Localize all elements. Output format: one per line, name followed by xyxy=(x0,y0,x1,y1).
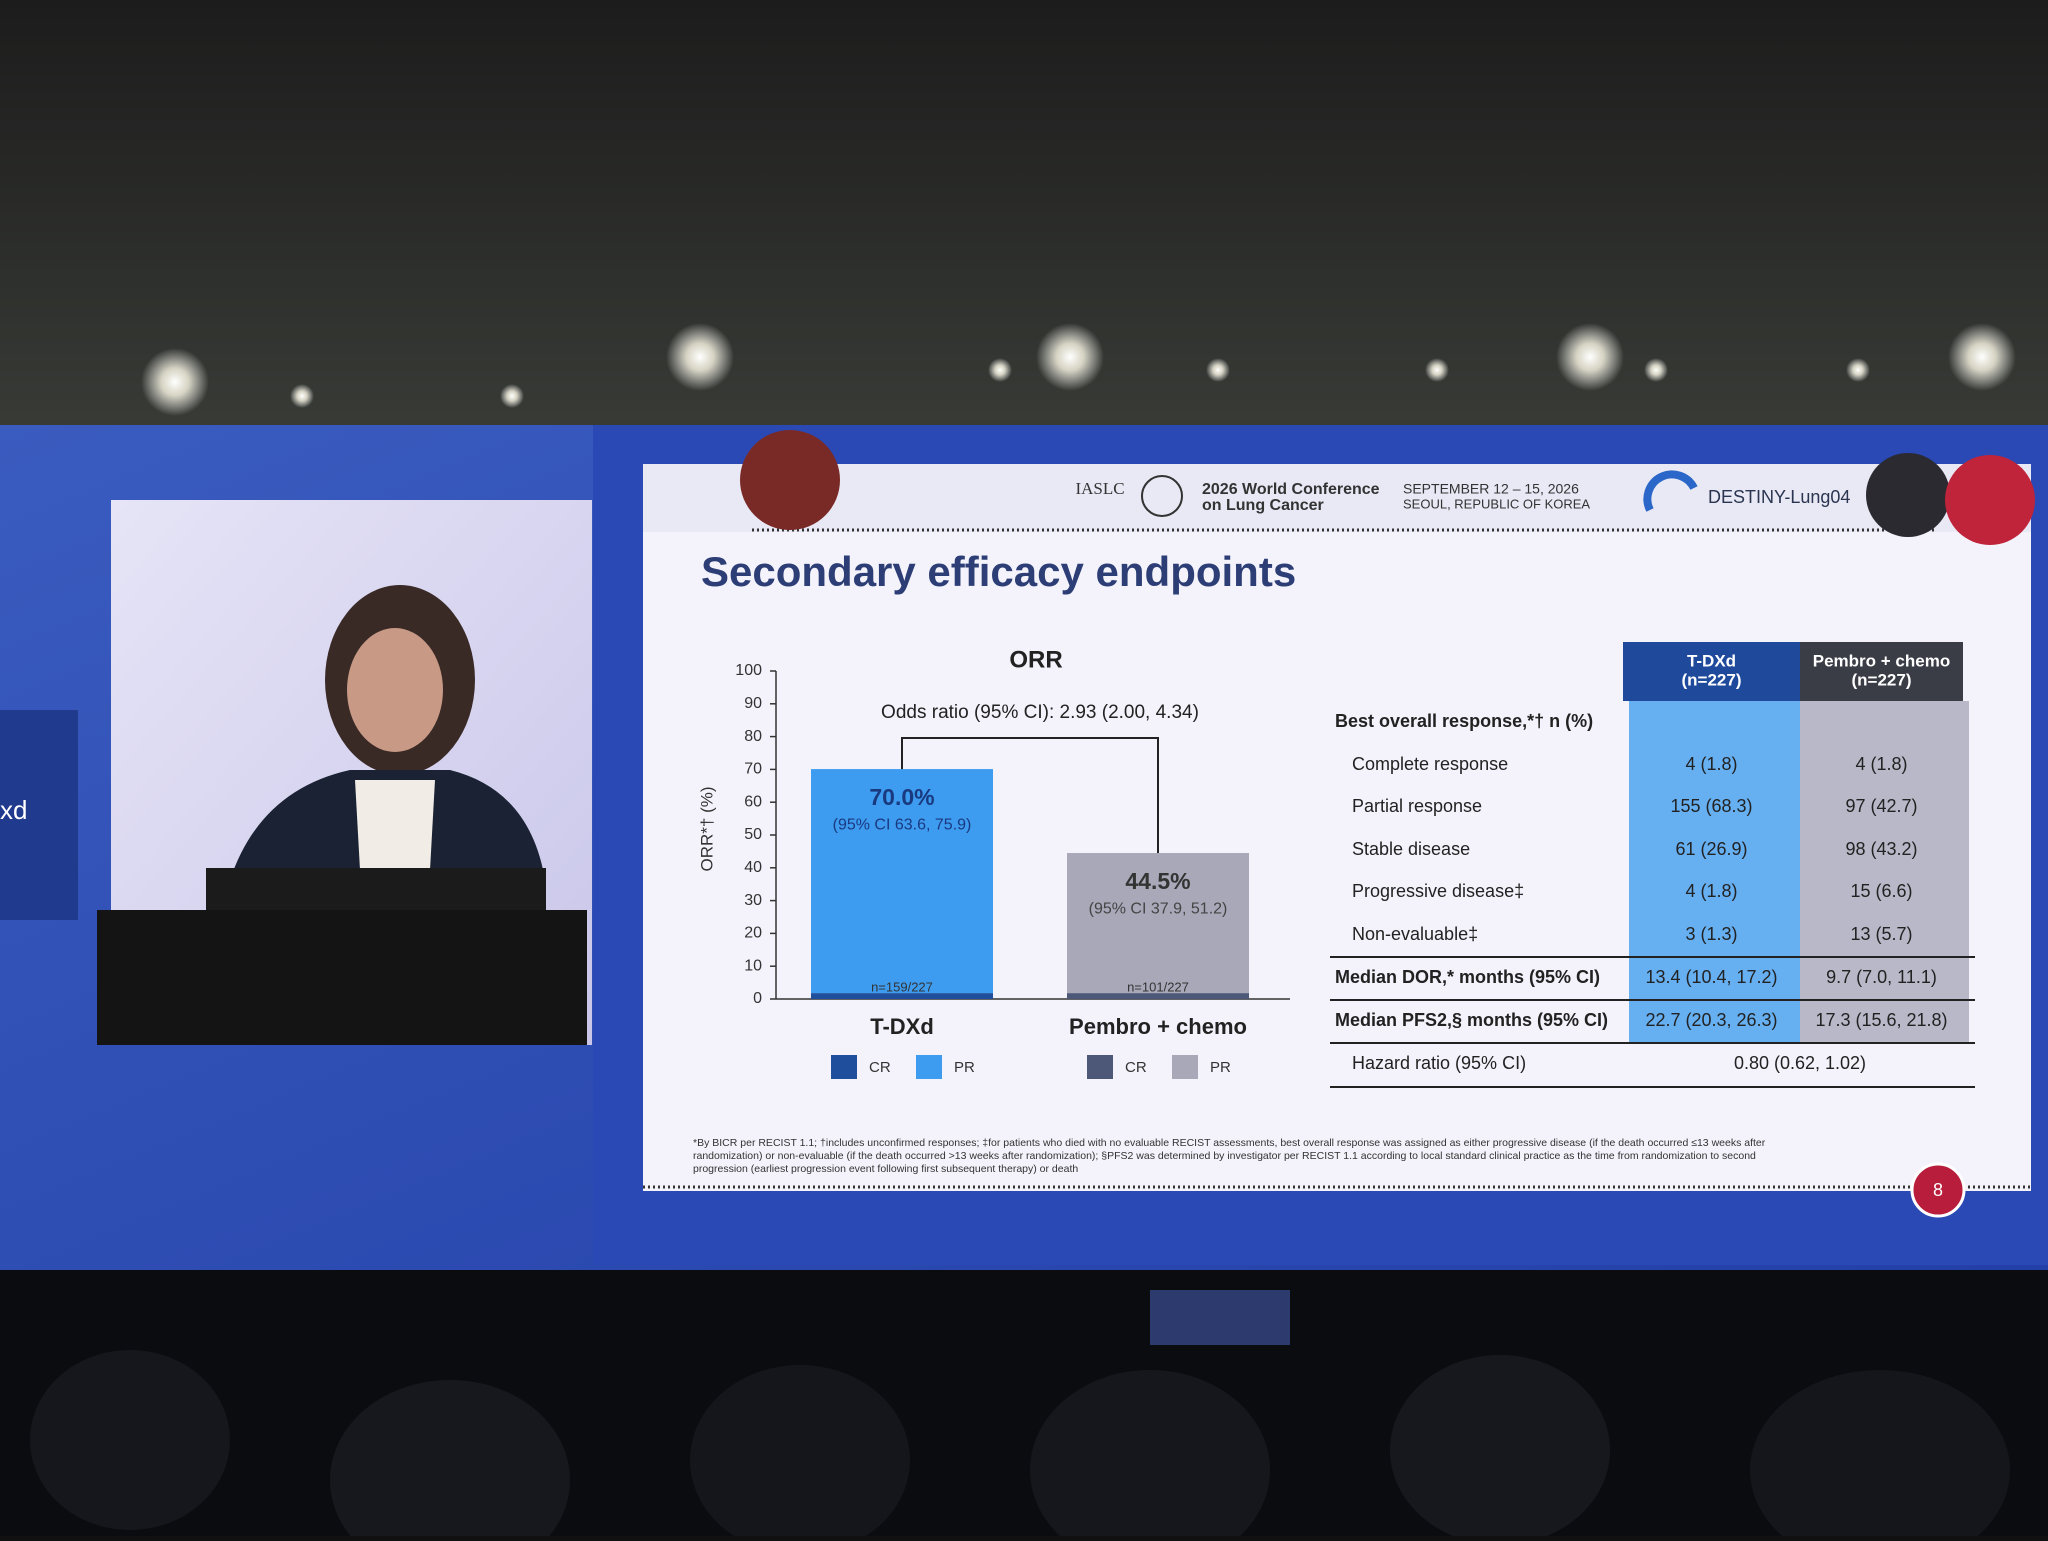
trial-logo xyxy=(1643,470,1698,512)
column-header-bg xyxy=(1800,642,1963,701)
y-tick-label: 40 xyxy=(744,859,762,876)
y-tick-label: 90 xyxy=(744,695,762,712)
y-tick-label: 20 xyxy=(744,925,762,942)
bar-segment xyxy=(811,993,993,999)
bar-segment xyxy=(1067,853,1249,994)
speaker-screen xyxy=(97,500,592,1045)
y-tick-label: 0 xyxy=(753,990,762,1007)
society-logo: IASLC xyxy=(1075,479,1124,498)
row-label: Partial response xyxy=(1352,796,1482,816)
cell: 98 (43.2) xyxy=(1845,839,1917,859)
legend-swatch xyxy=(1172,1055,1198,1079)
footnote: *By BICR per RECIST 1.1; †includes uncon… xyxy=(693,1137,1766,1175)
bar-total-label: 44.5% xyxy=(1125,868,1190,894)
bar-n-label: n=159/227 xyxy=(871,979,933,994)
side-screen xyxy=(0,710,78,920)
bar-total-label: 70.0% xyxy=(869,784,934,810)
chart: ORR ORR*† (%) 0 10 20 30 40 50 60 70 80 90 100 70.0% (… xyxy=(697,646,1290,1079)
y-tick-label: 80 xyxy=(744,728,762,745)
x-tick-label: Pembro + chemo xyxy=(1069,1014,1247,1039)
row-label: Hazard ratio (95% CI) xyxy=(1352,1053,1526,1073)
legend-swatch xyxy=(1087,1055,1113,1079)
x-tick-label: T-DXd xyxy=(870,1014,934,1039)
cell: 0.80 (0.62, 1.02) xyxy=(1734,1053,1866,1073)
cell: 17.3 (15.6, 21.8) xyxy=(1815,1010,1947,1030)
row-label: Stable disease xyxy=(1352,839,1470,859)
cell: 3 (1.3) xyxy=(1685,924,1737,944)
row-label: Median DOR,* months (95% CI) xyxy=(1335,967,1600,987)
cell: 22.7 (20.3, 26.3) xyxy=(1645,1010,1777,1030)
cell: 97 (42.7) xyxy=(1845,796,1917,816)
y-tick-label: 30 xyxy=(744,892,762,909)
column-header: T-DXd xyxy=(1687,651,1736,670)
legend-label: CR xyxy=(1125,1059,1147,1076)
header-ornament xyxy=(1945,455,2035,545)
trial-name: DESTINY-Lung04 xyxy=(1708,487,1850,507)
audience xyxy=(0,1270,2048,1541)
cell: 4 (1.8) xyxy=(1685,881,1737,901)
bar-n-label: n=101/227 xyxy=(1127,979,1189,994)
cell: 13.4 (10.4, 17.2) xyxy=(1645,967,1777,987)
row-label: Best overall response,*† n (%) xyxy=(1335,711,1593,731)
chart-title: ORR xyxy=(1009,646,1062,673)
column-bg xyxy=(1800,701,1969,1043)
y-tick-label: 70 xyxy=(744,761,762,778)
legend-swatch xyxy=(831,1055,857,1079)
y-tick-label: 100 xyxy=(735,662,762,679)
header-ornament xyxy=(1866,453,1950,537)
conference-name: on Lung Cancer xyxy=(1202,497,1324,514)
slide-title: Secondary efficacy endpoints xyxy=(701,548,1296,595)
row-label: Non-evaluable‡ xyxy=(1352,924,1478,944)
footnote-line: progression (earliest progression event … xyxy=(693,1163,1078,1175)
column-header: (n=227) xyxy=(1682,670,1742,689)
legend-label: PR xyxy=(1210,1059,1231,1076)
y-tick-label: 60 xyxy=(744,793,762,810)
cell: 155 (68.3) xyxy=(1670,796,1752,816)
cell: 4 (1.8) xyxy=(1685,754,1737,774)
bar-segment xyxy=(1067,993,1249,999)
y-axis-label: ORR*† (%) xyxy=(697,786,716,871)
comparison-bracket xyxy=(901,737,1159,854)
table: T-DXd(n=227)Pembro + chemo(n=227)Best ov… xyxy=(1330,642,1975,1088)
cell: 15 (6.6) xyxy=(1850,881,1912,901)
cell: 9.7 (7.0, 11.1) xyxy=(1826,967,1937,987)
conference-dates: SEPTEMBER 12 – 15, 2026 xyxy=(1403,481,1579,497)
conference-logo xyxy=(1141,475,1183,517)
cell: 61 (26.9) xyxy=(1675,839,1747,859)
footnote-line: randomization) or non-evaluable (if the … xyxy=(693,1150,1756,1162)
conference-name: 2026 World Conference xyxy=(1202,481,1380,498)
row-label: Complete response xyxy=(1352,754,1508,774)
bar-segment xyxy=(811,769,993,994)
cell: 4 (1.8) xyxy=(1855,754,1907,774)
side-screen-text: xd xyxy=(0,795,27,825)
header-ornament xyxy=(740,430,840,530)
legend-label: PR xyxy=(954,1059,975,1076)
column-header: (n=227) xyxy=(1852,670,1912,689)
y-tick-label: 10 xyxy=(744,957,762,974)
column-header-bg xyxy=(1623,642,1800,701)
column-bg xyxy=(1629,701,1800,1043)
cell: 13 (5.7) xyxy=(1850,924,1912,944)
legend-swatch xyxy=(916,1055,942,1079)
odds-ratio-annotation: Odds ratio (95% CI): 2.93 (2.00, 4.34) xyxy=(881,702,1199,723)
y-tick-label: 50 xyxy=(744,826,762,843)
conference-location: SEOUL, REPUBLIC OF KOREA xyxy=(1403,496,1590,511)
row-label: Progressive disease‡ xyxy=(1352,881,1524,901)
page-badge xyxy=(1910,1162,1966,1218)
bar-ci-label: (95% CI 63.6, 75.9) xyxy=(833,816,972,833)
row-label: Median PFS2,§ months (95% CI) xyxy=(1335,1010,1608,1030)
footnote-line: *By BICR per RECIST 1.1; †includes uncon… xyxy=(693,1137,1766,1149)
bar-ci-label: (95% CI 37.9, 51.2) xyxy=(1089,900,1228,917)
legend-label: CR xyxy=(869,1059,891,1076)
column-header: Pembro + chemo xyxy=(1813,651,1950,670)
page-number: 8 xyxy=(1933,1180,1943,1200)
